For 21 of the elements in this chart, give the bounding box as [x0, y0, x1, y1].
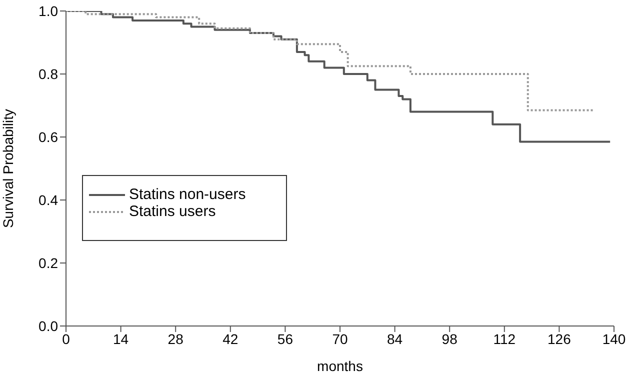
x-tick-label: 84	[387, 330, 403, 347]
x-tick-label: 56	[277, 330, 294, 347]
y-tick-label: 0.6	[38, 128, 58, 145]
legend-label: Statins non-users	[129, 186, 246, 203]
x-tick-label: 28	[168, 330, 184, 347]
x-tick-label: 42	[222, 330, 238, 347]
y-tick-label: 1.0	[38, 2, 58, 19]
legend-label: Statins users	[129, 203, 216, 220]
y-tick-label: 0.4	[38, 192, 58, 208]
x-tick-label: 14	[113, 330, 129, 347]
x-tick-label: 140	[602, 330, 626, 347]
x-tick-label: 70	[332, 330, 348, 347]
x-tick-label: 126	[548, 330, 572, 347]
x-tick-label: 0	[62, 330, 70, 347]
y-tick-label: 0.0	[38, 318, 58, 334]
x-axis-title: months	[317, 358, 363, 374]
x-tick-label: 112	[493, 330, 516, 347]
x-tick-label: 98	[442, 330, 458, 347]
y-tick-label: 0.2	[38, 254, 58, 271]
y-tick-label: 0.8	[38, 66, 58, 82]
y-axis-title: Survival Probability	[0, 108, 16, 228]
